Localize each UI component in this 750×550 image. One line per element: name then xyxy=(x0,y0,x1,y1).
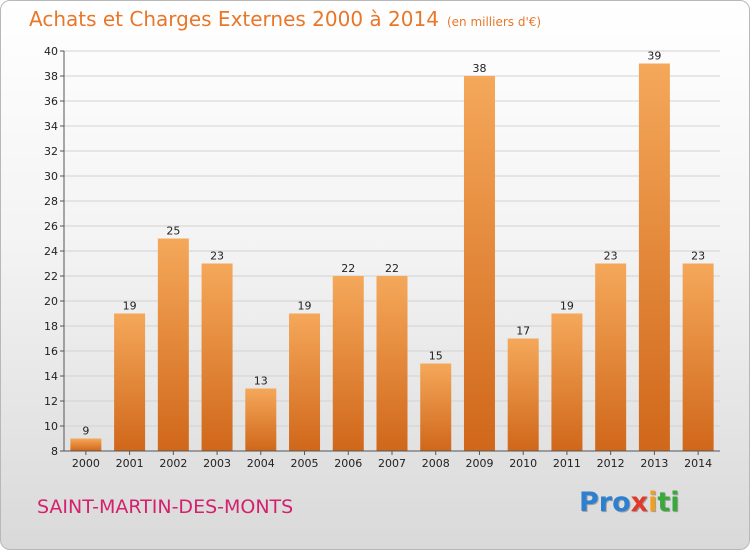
y-tick-label: 36 xyxy=(44,95,58,108)
bar-2009 xyxy=(463,76,495,451)
bar-value-label: 13 xyxy=(254,375,268,388)
x-tick-label: 2010 xyxy=(509,457,537,470)
y-axis: 8 10 12 14 16 18 20 22 24 26 28 30 32 34 36 38 40 xyxy=(44,45,65,458)
proxiti-logo: Proxiti xyxy=(579,487,680,518)
x-tick-label: 2011 xyxy=(553,457,581,470)
bar-2008 xyxy=(420,363,452,451)
bar-value-label: 19 xyxy=(123,300,137,313)
bar-2005 xyxy=(289,313,321,451)
bar-2001 xyxy=(114,313,146,451)
bar-2012 xyxy=(595,263,627,451)
x-tick-label: 2001 xyxy=(116,457,144,470)
bar-2010 xyxy=(507,338,539,451)
y-tick-label: 28 xyxy=(44,195,58,208)
bar-value-label: 25 xyxy=(166,225,180,238)
x-tick-label: 2007 xyxy=(378,457,406,470)
bar-2011 xyxy=(551,313,583,451)
bars: 9 19 25 23 13 19 22 22 15 38 17 19 23 39 23 xyxy=(70,50,714,451)
y-tick-label: 34 xyxy=(44,120,58,133)
bar-2003 xyxy=(201,263,233,451)
bar-value-label: 38 xyxy=(472,62,486,75)
bar-value-label: 19 xyxy=(560,300,574,313)
y-tick-label: 40 xyxy=(44,45,58,58)
bar-value-label: 19 xyxy=(298,300,312,313)
y-tick-label: 10 xyxy=(44,420,58,433)
bar-value-label: 39 xyxy=(647,50,661,63)
logo-part-3: i xyxy=(648,487,658,518)
bar-value-label: 22 xyxy=(341,262,355,275)
x-tick-label: 2003 xyxy=(203,457,231,470)
chart-title: Achats et Charges Externes 2000 à 2014 (e… xyxy=(29,7,541,31)
x-tick-label: 2012 xyxy=(597,457,625,470)
y-tick-label: 30 xyxy=(44,170,58,183)
y-tick-label: 20 xyxy=(44,295,58,308)
y-tick-label: 8 xyxy=(51,445,58,458)
y-tick-label: 38 xyxy=(44,70,58,83)
x-axis: 2000 2001 2002 2003 2004 2005 2006 2007 2008 2009… xyxy=(64,450,720,470)
bar-value-label: 22 xyxy=(385,262,399,275)
chart-title-text: Achats et Charges Externes 2000 à 2014 xyxy=(29,7,439,31)
bar-2002 xyxy=(157,238,189,451)
y-tick-label: 32 xyxy=(44,145,58,158)
y-tick-label: 12 xyxy=(44,395,58,408)
bar-value-label: 23 xyxy=(691,250,705,263)
x-tick-label: 2014 xyxy=(684,457,712,470)
x-tick-label: 2002 xyxy=(159,457,187,470)
bar-2014 xyxy=(682,263,714,451)
bar-value-label: 9 xyxy=(82,425,89,438)
bar-value-label: 23 xyxy=(604,250,618,263)
logo-part-1: Pro xyxy=(579,487,631,518)
y-tick-label: 22 xyxy=(44,270,58,283)
y-tick-label: 24 xyxy=(44,245,58,258)
chart-unit: (en milliers d'€) xyxy=(446,15,542,29)
x-tick-label: 2006 xyxy=(334,457,362,470)
bar-2013 xyxy=(638,63,670,451)
y-tick-label: 14 xyxy=(44,370,58,383)
logo-part-4: ti xyxy=(657,487,680,518)
bar-2007 xyxy=(376,276,408,451)
x-tick-label: 2013 xyxy=(640,457,668,470)
logo-part-2: x xyxy=(630,487,649,518)
bar-value-label: 23 xyxy=(210,250,224,263)
y-tick-label: 18 xyxy=(44,320,58,333)
bar-value-label: 15 xyxy=(429,350,443,363)
x-tick-label: 2005 xyxy=(291,457,319,470)
bar-value-label: 17 xyxy=(516,325,530,338)
city-name: SAINT-MARTIN-DES-MONTS xyxy=(37,496,294,518)
bar-2000 xyxy=(70,438,102,451)
bar-2006 xyxy=(332,276,364,451)
y-tick-label: 16 xyxy=(44,345,58,358)
y-tick-label: 26 xyxy=(44,220,58,233)
x-tick-label: 2004 xyxy=(247,457,275,470)
bar-2004 xyxy=(245,388,277,451)
x-tick-label: 2008 xyxy=(422,457,450,470)
x-tick-label: 2009 xyxy=(465,457,493,470)
x-tick-label: 2000 xyxy=(72,457,100,470)
